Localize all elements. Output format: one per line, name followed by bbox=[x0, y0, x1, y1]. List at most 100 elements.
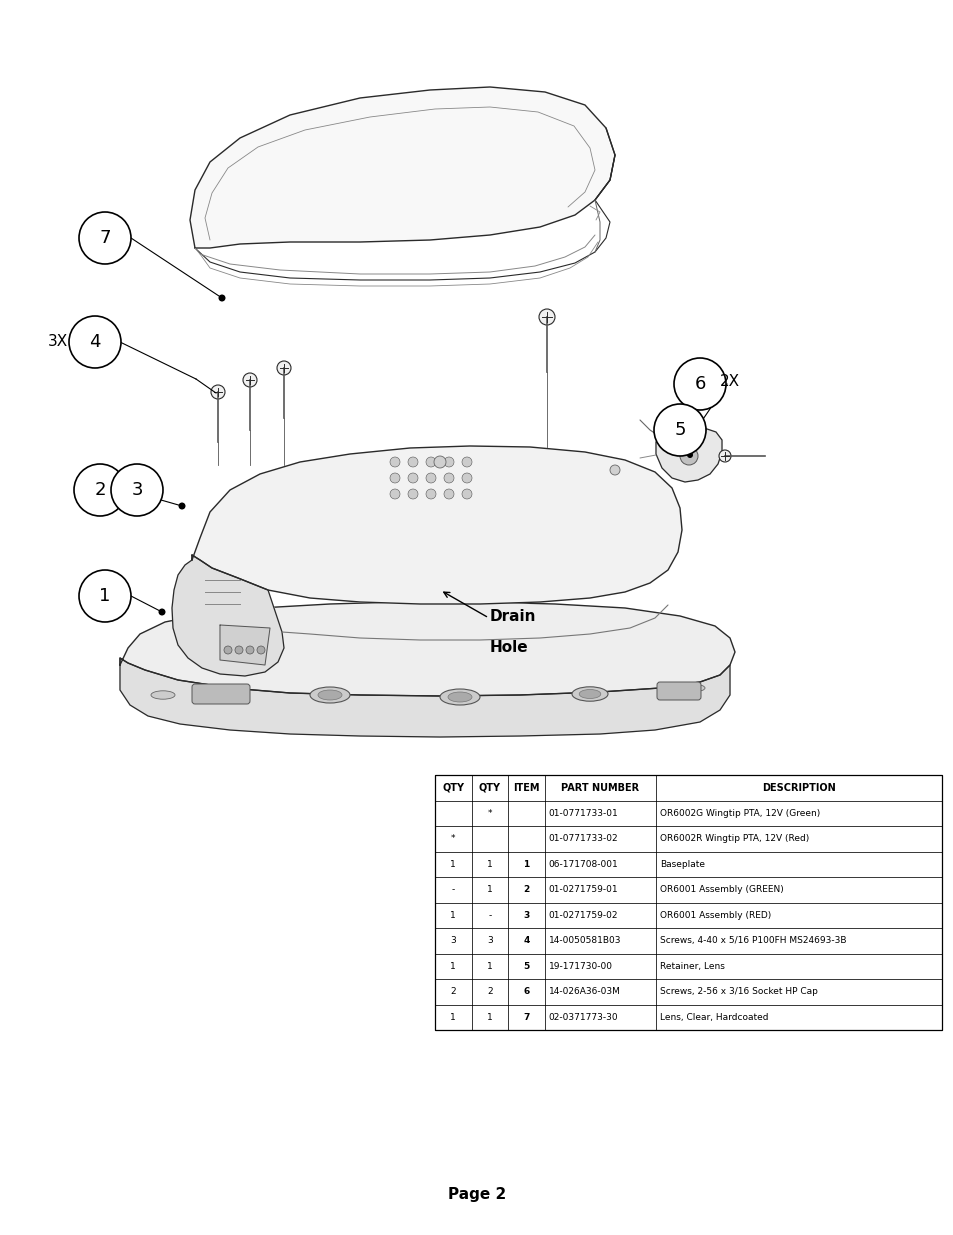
Text: OR6001 Assembly (GREEN): OR6001 Assembly (GREEN) bbox=[659, 885, 783, 894]
Polygon shape bbox=[190, 86, 615, 248]
Text: QTY: QTY bbox=[478, 783, 500, 793]
Text: -: - bbox=[488, 910, 491, 920]
Text: 1: 1 bbox=[486, 1013, 492, 1021]
Text: *: * bbox=[451, 835, 455, 844]
Circle shape bbox=[234, 646, 243, 655]
Circle shape bbox=[434, 456, 446, 468]
Circle shape bbox=[676, 445, 682, 452]
Text: 01-0271759-01: 01-0271759-01 bbox=[548, 885, 618, 894]
Text: 1: 1 bbox=[486, 962, 492, 971]
Circle shape bbox=[408, 457, 417, 467]
Circle shape bbox=[111, 464, 163, 516]
Bar bbox=[435, 776, 941, 1030]
Circle shape bbox=[224, 646, 232, 655]
Text: -: - bbox=[451, 885, 455, 894]
Text: ITEM: ITEM bbox=[513, 783, 539, 793]
Text: 01-0271759-02: 01-0271759-02 bbox=[548, 910, 618, 920]
Circle shape bbox=[79, 571, 131, 622]
Circle shape bbox=[256, 646, 265, 655]
Text: PART NUMBER: PART NUMBER bbox=[560, 783, 639, 793]
Text: 02-0371773-30: 02-0371773-30 bbox=[548, 1013, 618, 1021]
Text: 5: 5 bbox=[674, 421, 685, 438]
Circle shape bbox=[158, 609, 165, 615]
Text: 7: 7 bbox=[99, 228, 111, 247]
Ellipse shape bbox=[317, 690, 341, 700]
Circle shape bbox=[408, 489, 417, 499]
Text: 01-0771733-01: 01-0771733-01 bbox=[548, 809, 618, 818]
Text: 1: 1 bbox=[450, 1013, 456, 1021]
Circle shape bbox=[178, 503, 185, 510]
Text: 2X: 2X bbox=[720, 374, 740, 389]
Text: OR6001 Assembly (RED): OR6001 Assembly (RED) bbox=[659, 910, 770, 920]
Ellipse shape bbox=[679, 447, 698, 466]
Text: 7: 7 bbox=[522, 1013, 529, 1021]
Polygon shape bbox=[120, 658, 729, 737]
Circle shape bbox=[426, 489, 436, 499]
Polygon shape bbox=[120, 601, 734, 697]
Text: 3: 3 bbox=[486, 936, 492, 945]
Circle shape bbox=[390, 489, 399, 499]
Circle shape bbox=[443, 473, 454, 483]
Circle shape bbox=[461, 489, 472, 499]
Circle shape bbox=[673, 358, 725, 410]
Circle shape bbox=[443, 489, 454, 499]
FancyBboxPatch shape bbox=[657, 682, 700, 700]
Text: Screws, 4-40 x 5/16 P100FH MS24693-3B: Screws, 4-40 x 5/16 P100FH MS24693-3B bbox=[659, 936, 845, 945]
Circle shape bbox=[74, 464, 126, 516]
Circle shape bbox=[461, 457, 472, 467]
Ellipse shape bbox=[578, 689, 600, 699]
Ellipse shape bbox=[572, 687, 607, 701]
Circle shape bbox=[390, 457, 399, 467]
Ellipse shape bbox=[151, 690, 174, 699]
Text: 2: 2 bbox=[94, 480, 106, 499]
Ellipse shape bbox=[310, 687, 350, 703]
Circle shape bbox=[408, 473, 417, 483]
Text: 1: 1 bbox=[450, 910, 456, 920]
Text: 3: 3 bbox=[450, 936, 456, 945]
FancyBboxPatch shape bbox=[192, 684, 250, 704]
Text: 3X: 3X bbox=[48, 335, 68, 350]
Circle shape bbox=[461, 473, 472, 483]
Polygon shape bbox=[656, 429, 721, 482]
Text: 06-171708-001: 06-171708-001 bbox=[548, 860, 618, 868]
Text: 1: 1 bbox=[99, 587, 111, 605]
Text: Hole: Hole bbox=[490, 640, 528, 655]
Text: 14-0050581B03: 14-0050581B03 bbox=[548, 936, 620, 945]
Text: *: * bbox=[487, 809, 492, 818]
Circle shape bbox=[276, 361, 291, 375]
Text: 1: 1 bbox=[486, 860, 492, 868]
Polygon shape bbox=[172, 555, 284, 676]
Text: 6: 6 bbox=[694, 375, 705, 393]
Circle shape bbox=[79, 212, 131, 264]
Circle shape bbox=[443, 457, 454, 467]
Circle shape bbox=[69, 316, 121, 368]
Text: OR6002R Wingtip PTA, 12V (Red): OR6002R Wingtip PTA, 12V (Red) bbox=[659, 835, 808, 844]
Ellipse shape bbox=[439, 689, 479, 705]
Text: 6: 6 bbox=[522, 987, 529, 997]
Ellipse shape bbox=[448, 692, 472, 701]
Text: 3: 3 bbox=[522, 910, 529, 920]
Text: Retainer, Lens: Retainer, Lens bbox=[659, 962, 724, 971]
Text: 4: 4 bbox=[522, 936, 529, 945]
Ellipse shape bbox=[684, 684, 704, 692]
Circle shape bbox=[609, 466, 619, 475]
Text: 01-0771733-02: 01-0771733-02 bbox=[548, 835, 618, 844]
Circle shape bbox=[211, 385, 225, 399]
Text: Screws, 2-56 x 3/16 Socket HP Cap: Screws, 2-56 x 3/16 Socket HP Cap bbox=[659, 987, 817, 997]
Text: 2: 2 bbox=[522, 885, 529, 894]
Text: 3: 3 bbox=[132, 480, 143, 499]
Text: 19-171730-00: 19-171730-00 bbox=[548, 962, 612, 971]
Text: Page 2: Page 2 bbox=[447, 1188, 506, 1203]
Text: 2: 2 bbox=[486, 987, 492, 997]
Text: 2: 2 bbox=[450, 987, 456, 997]
Text: 4: 4 bbox=[90, 333, 101, 351]
Text: Drain: Drain bbox=[490, 609, 536, 624]
Text: Lens, Clear, Hardcoated: Lens, Clear, Hardcoated bbox=[659, 1013, 768, 1021]
Circle shape bbox=[246, 646, 253, 655]
Polygon shape bbox=[220, 625, 270, 664]
Circle shape bbox=[426, 457, 436, 467]
Text: 1: 1 bbox=[450, 962, 456, 971]
Text: 5: 5 bbox=[522, 962, 529, 971]
Text: 14-026A36-03M: 14-026A36-03M bbox=[548, 987, 619, 997]
Circle shape bbox=[426, 473, 436, 483]
